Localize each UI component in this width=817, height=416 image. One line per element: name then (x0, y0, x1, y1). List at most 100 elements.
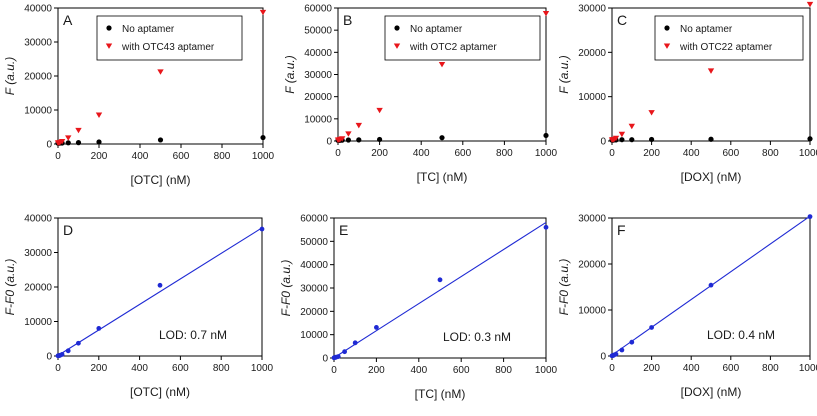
data-point-c-s0 (708, 136, 714, 142)
data-point-f-s0 (807, 214, 813, 220)
x-tick-label-c: 200 (643, 148, 660, 159)
y-axis-label-c: F (a.u.) (557, 55, 571, 93)
data-point-c-s1 (612, 135, 620, 142)
x-axis-label-f: [DOX] (nM) (681, 385, 742, 399)
data-point-b-s1 (355, 122, 362, 129)
x-tick-label-b: 600 (454, 148, 471, 159)
data-point-b-s0 (356, 137, 362, 143)
y-axis-label-e: F-F0 (a.u.) (279, 260, 293, 317)
x-axis-label-d: [OTC] (nM) (130, 385, 190, 399)
legend-marker-c-s0 (664, 25, 670, 31)
legend-entry-c-s0: No aptamer (680, 24, 733, 35)
legend-marker-b-s0 (394, 25, 400, 31)
legend-entry-a-s0: No aptamer (122, 24, 175, 35)
data-point-b-s1 (376, 107, 383, 114)
panel-label-e: E (339, 222, 348, 238)
data-point-c-s1 (618, 131, 626, 138)
data-point-a-s1 (75, 127, 82, 134)
y-tick-label-e: 0 (322, 354, 328, 365)
data-point-c-s1 (707, 68, 715, 74)
data-point-c-s1 (648, 110, 655, 116)
lod-annotation-d: LOD: 0.7 nM (159, 328, 227, 342)
x-tick-label-f: 800 (762, 363, 779, 374)
x-tick-label-a: 600 (173, 151, 190, 162)
legend-entry-b-s0: No aptamer (410, 24, 463, 35)
data-point-b-s1 (338, 136, 346, 142)
data-point-e-s0 (342, 349, 347, 355)
x-tick-label-c: 800 (762, 148, 779, 159)
y-tick-label-a: 30000 (24, 38, 52, 49)
y-tick-label-e: 20000 (300, 307, 328, 318)
y-tick-label-a: 40000 (24, 4, 52, 15)
y-tick-label-d: 10000 (24, 317, 52, 328)
x-tick-label-f: 1000 (799, 363, 817, 374)
data-point-a-s1 (95, 112, 103, 118)
x-tick-label-b: 0 (335, 148, 341, 159)
data-point-b-s1 (345, 131, 352, 137)
panel-label-d: D (63, 222, 73, 238)
y-tick-label-f: 30000 (578, 214, 606, 225)
data-point-c-s1 (806, 1, 814, 8)
legend-marker-c-s1 (663, 43, 671, 49)
x-tick-label-b: 200 (371, 148, 388, 159)
data-point-a-s1 (58, 139, 66, 145)
y-tick-label-a: 10000 (24, 106, 52, 117)
x-tick-label-e: 0 (331, 365, 337, 376)
x-tick-label-d: 600 (172, 363, 189, 374)
data-point-d-s0 (259, 226, 265, 232)
x-tick-label-f: 200 (643, 363, 660, 374)
data-point-c-s1 (628, 123, 635, 130)
data-point-a-s0 (75, 140, 82, 146)
data-point-b-s0 (345, 137, 351, 143)
data-point-f-s0 (629, 339, 635, 345)
legend-box-b (384, 15, 541, 61)
data-point-a-s1 (65, 135, 72, 141)
x-tick-label-f: 600 (722, 363, 739, 374)
data-point-a-s1 (157, 69, 164, 75)
x-tick-label-b: 400 (413, 148, 430, 159)
data-point-d-s0 (96, 326, 102, 331)
x-tick-label-d: 1000 (251, 363, 274, 374)
y-tick-label-c: 0 (600, 137, 606, 148)
x-tick-label-a: 0 (55, 151, 61, 162)
legend-entry-c-s1: with OTC22 aptamer (679, 42, 773, 53)
x-tick-label-c: 1000 (799, 148, 817, 159)
data-point-a-s1 (259, 9, 267, 16)
x-tick-label-c: 400 (683, 148, 700, 159)
x-axis-label-c: [DOX] (nM) (681, 170, 742, 184)
data-point-d-s0 (59, 352, 65, 357)
data-point-f-s0 (649, 325, 654, 330)
y-tick-label-c: 10000 (578, 92, 606, 103)
y-tick-label-f: 20000 (578, 260, 606, 271)
x-tick-label-a: 400 (132, 151, 149, 162)
x-axis-label-e: [TC] (nM) (415, 387, 466, 401)
x-tick-label-e: 1000 (535, 365, 558, 376)
y-tick-label-b: 50000 (304, 26, 332, 37)
x-tick-label-c: 0 (609, 148, 615, 159)
data-point-b-s1 (438, 61, 446, 68)
legend-marker-b-s1 (393, 43, 401, 49)
plot-frame-f (611, 217, 811, 357)
panel-label-c: C (617, 12, 627, 28)
y-tick-label-b: 0 (326, 137, 332, 148)
x-tick-label-e: 200 (368, 365, 385, 376)
x-axis-label-b: [TC] (nM) (417, 170, 468, 184)
y-tick-label-f: 0 (600, 352, 606, 363)
y-axis-label-b: F (a.u.) (283, 55, 297, 93)
x-tick-label-b: 800 (496, 148, 513, 159)
data-point-e-s0 (543, 224, 549, 230)
y-axis-label-f: F-F0 (a.u.) (557, 259, 571, 316)
data-point-c-s0 (649, 136, 655, 143)
x-tick-label-d: 800 (213, 363, 230, 374)
y-tick-label-b: 30000 (304, 70, 332, 81)
y-tick-label-b: 60000 (304, 4, 332, 15)
y-tick-label-d: 0 (46, 352, 52, 363)
x-tick-label-c: 600 (722, 148, 739, 159)
x-tick-label-e: 600 (453, 365, 470, 376)
y-axis-label-d: F-F0 (a.u.) (3, 259, 17, 316)
data-point-f-s0 (619, 347, 625, 353)
data-point-c-s0 (807, 136, 813, 142)
lod-annotation-f: LOD: 0.4 nM (707, 328, 775, 342)
